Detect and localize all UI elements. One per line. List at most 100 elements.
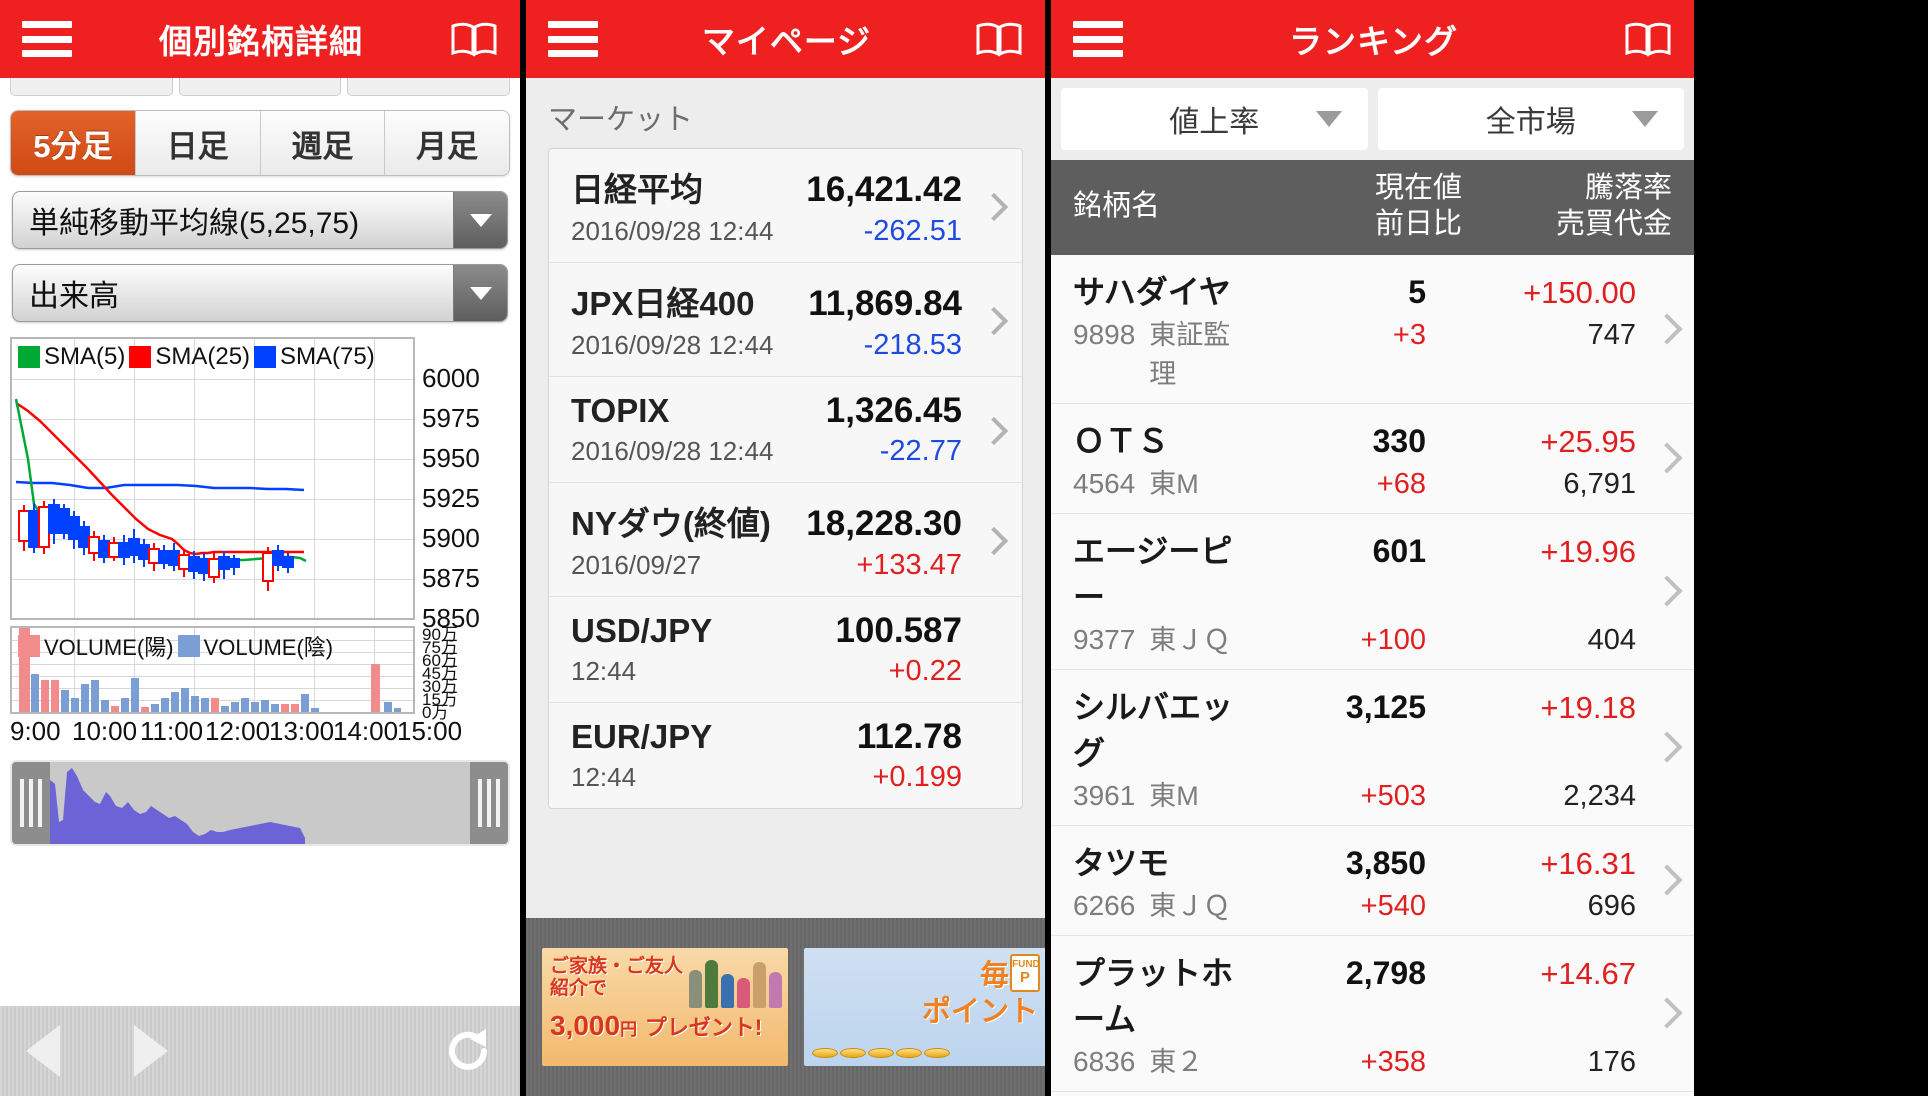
- hamburger-icon[interactable]: [1073, 21, 1123, 57]
- stock-price: 3,125: [1345, 688, 1426, 725]
- stock-code: 4564: [1073, 467, 1136, 499]
- stock-code: 6266: [1073, 889, 1136, 921]
- chart-series-svg: [14, 398, 307, 591]
- volume-y-tick: 0万: [422, 703, 449, 722]
- ranking-filter-bar: 値上率 全市場: [1051, 78, 1694, 160]
- timeframe-tab-group: 5分足 日足 週足 月足: [10, 110, 510, 176]
- partial-tab-row-above: [0, 78, 520, 96]
- index-value: 1,326.45: [825, 391, 962, 430]
- y-tick: 5900: [422, 523, 480, 553]
- stock-turnover: 404: [1587, 623, 1636, 656]
- hamburger-icon[interactable]: [548, 21, 598, 57]
- tab-weekly[interactable]: 週足: [260, 111, 386, 175]
- ranking-table-body: サハダイヤ 5 +150.00 9898 東証監理 +3 747: [1051, 254, 1694, 1096]
- table-row[interactable]: エージーピー 601 +19.96 9377 東ＪＱ +100 404: [1051, 513, 1694, 670]
- col-header-price: 現在値 前日比: [1282, 170, 1462, 243]
- col-header-price-bot: 前日比: [1374, 208, 1462, 241]
- stub-cell: [178, 78, 342, 96]
- index-change: +133.47: [856, 549, 962, 581]
- table-row[interactable]: サハダイヤ 5 +150.00 9898 東証監理 +3 747: [1051, 254, 1694, 404]
- filter-market-label: 全市場: [1485, 106, 1576, 139]
- fund-badge: FUND P: [1010, 954, 1040, 992]
- book-icon[interactable]: [975, 20, 1023, 58]
- chart-container: SMA(5) SMA(25) SMA(75): [10, 337, 510, 750]
- indicator-select[interactable]: 単純移動平均線(5,25,75): [12, 191, 508, 249]
- stock-code: 9898: [1073, 318, 1136, 350]
- list-item[interactable]: EUR/JPY 112.78 12:44 +0.199: [549, 703, 1022, 808]
- chevron-right-icon: [984, 304, 1002, 336]
- index-value: 11,869.84: [808, 284, 962, 323]
- indicator-select-value: 単純移動平均線(5,25,75): [29, 207, 360, 240]
- list-item[interactable]: TOPIX 1,326.45 2016/09/28 12:44 -22.77: [549, 377, 1022, 483]
- sma75-legend-label: SMA(75): [280, 343, 375, 370]
- stock-change: +100: [1360, 623, 1426, 656]
- list-item[interactable]: 日経平均 16,421.42 2016/09/28 12:44 -262.51: [549, 149, 1022, 263]
- col-header-rate: 騰落率 売買代金: [1462, 170, 1672, 243]
- right-header-bar: ランキング: [1051, 0, 1694, 78]
- chevron-right-icon: [1656, 318, 1678, 340]
- ad1-tail: プレゼント!: [644, 1015, 763, 1040]
- range-handle-left[interactable]: [12, 762, 50, 844]
- table-row[interactable]: シルバエッグ 3,125 +19.18 3961 東M +503 2,234: [1051, 669, 1694, 826]
- filter-market[interactable]: 全市場: [1377, 88, 1684, 150]
- panel-ranking: ランキング 値上率 全市場 銘柄名 現在値 前日比: [1051, 0, 1694, 1096]
- hamburger-icon[interactable]: [22, 21, 72, 57]
- stock-change: +68: [1376, 467, 1426, 500]
- ad-banner-monthly-points[interactable]: 毎月 ポイント FUND P: [804, 948, 1045, 1066]
- stock-market: 東M: [1149, 468, 1199, 499]
- y-tick: 6000: [422, 363, 480, 393]
- table-row[interactable]: タツモ 3,850 +16.31 6266 東ＪＱ +540 696: [1051, 825, 1694, 936]
- stock-rate: +25.95: [1540, 423, 1636, 459]
- index-name: USD/JPY: [571, 612, 713, 649]
- chevron-down-icon[interactable]: [453, 192, 507, 248]
- ad1-amount: 3,000: [550, 1010, 621, 1041]
- tab-5min[interactable]: 5分足: [11, 111, 136, 175]
- list-item[interactable]: JPX日経400 11,869.84 2016/09/28 12:44 -218…: [549, 263, 1022, 377]
- price-candlestick-chart[interactable]: SMA(5) SMA(25) SMA(75): [10, 337, 415, 620]
- table-row[interactable]: プラットホーム 2,798 +14.67 6836 東２ +358 176: [1051, 935, 1694, 1092]
- stub-cell: [347, 78, 511, 96]
- caret-down-icon: [1315, 111, 1342, 127]
- x-tick: 14:00: [333, 716, 399, 746]
- tab-monthly[interactable]: 月足: [385, 111, 509, 175]
- next-triangle-icon[interactable]: [134, 1025, 168, 1077]
- stock-rate: +150.00: [1523, 274, 1636, 310]
- refresh-icon[interactable]: [442, 1025, 494, 1077]
- stock-market: 東ＪＱ: [1149, 624, 1231, 655]
- table-row[interactable]: ＯＴＳ 330 +25.95 4564 東M +68 6,791: [1051, 403, 1694, 514]
- ad-banner-referral[interactable]: ご家族・ご友人 紹介で 3,000円 プレゼント!: [542, 948, 788, 1066]
- list-item[interactable]: NYダウ(終値) 18,228.30 2016/09/27 +133.47: [549, 483, 1022, 597]
- stock-price: 5: [1408, 273, 1426, 310]
- ad2-badge-top: FUND: [1012, 959, 1040, 970]
- volume-y-tick: 15万: [422, 690, 458, 709]
- stock-turnover: 2,234: [1563, 779, 1636, 812]
- subchart-select[interactable]: 出来高: [12, 264, 508, 322]
- volume-bar-chart[interactable]: VOLUME(陽) VOLUME(陰): [10, 626, 415, 714]
- col-header-rate-bot: 売買代金: [1555, 208, 1672, 241]
- stock-rate: +14.67: [1540, 955, 1636, 991]
- x-tick: 11:00: [140, 716, 204, 746]
- book-icon[interactable]: [450, 20, 498, 58]
- stock-turnover: 747: [1587, 318, 1636, 351]
- filter-ranking-type[interactable]: 値上率: [1061, 88, 1368, 150]
- chart-range-navigator[interactable]: [10, 760, 510, 846]
- index-change: -262.51: [863, 215, 962, 247]
- stock-code: 6836: [1073, 1045, 1136, 1077]
- book-icon[interactable]: [1624, 20, 1672, 58]
- bottom-toolbar: [0, 1006, 520, 1096]
- stock-turnover: 696: [1587, 889, 1636, 922]
- left-header-bar: 個別銘柄詳細: [0, 0, 520, 78]
- chevron-right-icon: [1656, 1002, 1678, 1024]
- chevron-right-icon: [1656, 447, 1678, 469]
- index-change: -218.53: [863, 329, 962, 361]
- chevron-down-icon[interactable]: [453, 265, 507, 321]
- index-change: +0.22: [888, 655, 962, 687]
- range-handle-right[interactable]: [470, 762, 508, 844]
- time-x-axis: 9:00 10:00 11:00 12:00 13:00 14:00 15:00: [10, 716, 462, 750]
- list-item[interactable]: USD/JPY 100.587 12:44 +0.22: [549, 597, 1022, 703]
- prev-triangle-icon[interactable]: [26, 1025, 60, 1077]
- ad1-line1: ご家族・ご友人: [550, 956, 684, 977]
- tab-daily[interactable]: 日足: [135, 111, 261, 175]
